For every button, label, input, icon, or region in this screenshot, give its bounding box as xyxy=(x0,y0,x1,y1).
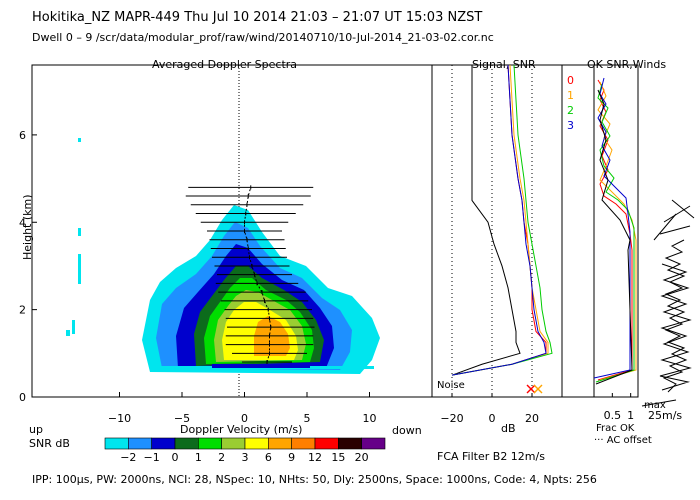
frac-trace-beam-2 xyxy=(595,83,635,383)
signal-markers xyxy=(526,384,543,394)
colorbar-swatch xyxy=(104,437,129,450)
signal-axis-ticks: −20 0 20 xyxy=(440,393,539,425)
signal-x-tick-label: 20 xyxy=(525,412,539,425)
wind-vector-stack-2 xyxy=(659,263,692,391)
spectra-x-tick-label: −10 xyxy=(108,412,131,425)
plot-subtitle: Dwell 0 – 9 /scr/data/modular_prof/raw/w… xyxy=(32,31,494,44)
noise-label: Noise xyxy=(437,380,465,391)
colorbar-swatch xyxy=(314,437,339,450)
spectra-x-tick-label: 10 xyxy=(363,412,377,425)
spectra-y-tick-label: 6 xyxy=(19,129,26,142)
wind-vector-high-4 xyxy=(659,225,691,235)
wind-vectors xyxy=(641,199,695,407)
wind-scale-label: 25m/s xyxy=(648,409,683,422)
spectra-y-tick-label: 4 xyxy=(19,216,26,229)
max-label: max xyxy=(644,400,666,411)
colorbar-tick-label: 6 xyxy=(265,451,272,464)
colorbar-swatch xyxy=(128,437,152,450)
frac-ok-frame xyxy=(593,64,639,398)
spectra-x-axis-label: Doppler Velocity (m/s) xyxy=(180,423,303,436)
colorbar-tick-label: 20 xyxy=(355,451,369,464)
frac-trace-beam-3 xyxy=(593,77,631,379)
colorbar-swatch xyxy=(244,437,269,450)
colorbar-tick-label: 9 xyxy=(288,451,295,464)
wind-vector-high-2 xyxy=(653,213,677,241)
colorbar-tick-label: 15 xyxy=(331,451,345,464)
spectra-y-tick-label: 2 xyxy=(19,304,26,317)
colorbar-swatch xyxy=(338,437,362,450)
colorbar-swatch xyxy=(221,437,246,450)
signal-series-2 xyxy=(451,64,553,376)
spectra-x-tick-label: 5 xyxy=(304,412,311,425)
frac-ok-traces xyxy=(593,77,637,385)
ac-offset-label: ··· AC offset xyxy=(594,435,652,446)
left-noise-speckle-4 xyxy=(66,330,70,336)
beam-legend-0: 0 xyxy=(567,74,574,87)
frac-trace-beam-0 xyxy=(597,79,633,381)
left-noise-speckle-5 xyxy=(72,320,75,334)
signal-gridlines xyxy=(451,65,533,397)
colorbar-swatch xyxy=(198,437,222,450)
colorbar-tick-label: 2 xyxy=(218,451,225,464)
up-label: up xyxy=(29,423,43,436)
signal-x-tick-label: −20 xyxy=(440,412,463,425)
colorbar-swatch xyxy=(361,437,386,450)
snr-colorbar: −2 −1 0 1 2 3 6 9 12 15 20 xyxy=(104,437,386,464)
signal-x-axis-label: dB xyxy=(501,422,516,435)
signal-series-1 xyxy=(451,64,549,376)
beam-legend-1: 1 xyxy=(567,89,574,102)
spectra-x-tick-label: 0 xyxy=(241,412,248,425)
signal-series-3 xyxy=(451,64,547,376)
fca-filter-label: FCA Filter B2 12m/s xyxy=(437,450,545,463)
beam-legend-3: 3 xyxy=(567,119,574,132)
frac-x-tick-label: 1 xyxy=(627,409,634,422)
beam-legend-2: 2 xyxy=(567,104,574,117)
mean-velocity-trace xyxy=(244,187,272,363)
frac-ok-label: Frac OK xyxy=(596,423,635,434)
spectra-axis-ticks: −10 −5 0 5 10 0 2 4 6 xyxy=(19,129,377,425)
plot-title: Hokitika_NZ MAPR-449 Thu Jul 10 2014 21:… xyxy=(32,10,483,25)
signal-x-tick-label: 0 xyxy=(489,412,496,425)
left-noise-speckle-3 xyxy=(78,254,81,284)
colorbar-swatch xyxy=(291,437,316,450)
colorbar-swatch xyxy=(151,437,176,450)
wind-vector-stack xyxy=(662,239,688,393)
down-label: down xyxy=(392,424,422,437)
left-noise-speckle-1 xyxy=(78,138,81,142)
snr-db-label: SNR dB xyxy=(29,437,70,450)
frac-trace-noise xyxy=(595,89,633,385)
noise-floor-band-core xyxy=(212,364,310,368)
spectral-width-bars xyxy=(185,185,315,365)
left-noise-speckle-2 xyxy=(78,228,81,236)
marker-x-orange-b xyxy=(533,384,543,394)
wind-vector-high-3 xyxy=(671,199,695,219)
marker-x-red-b xyxy=(526,384,536,394)
colorbar-tick-label: 0 xyxy=(172,451,179,464)
spectra-y-tick-label: 0 xyxy=(19,391,26,404)
signal-series-noise xyxy=(451,65,521,376)
spectra-contours xyxy=(66,138,380,374)
colorbar-tick-label: 3 xyxy=(242,451,249,464)
frac-x-tick-label: 0.5 xyxy=(604,409,622,422)
colorbar-tick-label: −1 xyxy=(144,451,160,464)
signal-series-0 xyxy=(451,64,547,376)
frac-trace-beam-1 xyxy=(597,81,637,381)
frac-axis-ticks: 0.5 1 xyxy=(604,393,634,422)
wind-scale-arrow xyxy=(641,399,677,407)
wind-vector-high-1 xyxy=(663,205,691,223)
spectra-y-axis-label: Height (km) xyxy=(21,194,34,260)
colorbar-tick-label: 12 xyxy=(308,451,322,464)
signal-frame xyxy=(431,64,563,398)
colorbar-tick-label: −2 xyxy=(120,451,136,464)
colorbar-swatch xyxy=(268,437,292,450)
spectra-x-tick-label: −5 xyxy=(174,412,190,425)
colorbar-tick-label: 1 xyxy=(195,451,202,464)
colorbar-swatch xyxy=(174,437,199,450)
signal-curves xyxy=(451,64,553,376)
acquisition-parameters: IPP: 100μs, PW: 2000ns, NCI: 28, NSpec: … xyxy=(32,473,597,486)
